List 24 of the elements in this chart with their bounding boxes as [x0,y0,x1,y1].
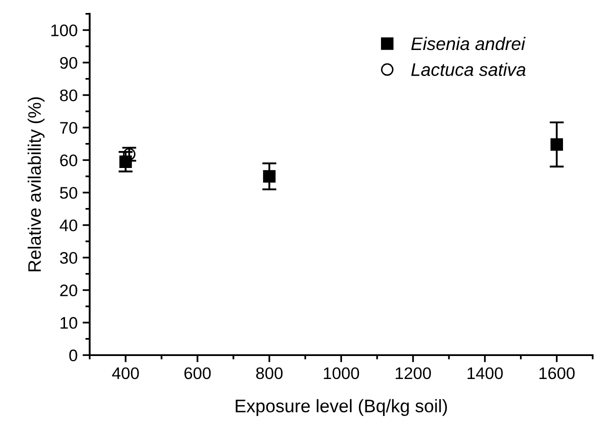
x-tick-label: 800 [256,367,283,380]
point [550,138,563,151]
legend-label: Eisenia andrei [411,36,526,50]
legend-label: Lactuca sativa [411,62,526,76]
y-tick-label: 90 [60,56,78,69]
x-tick-label: 1400 [468,367,503,380]
y-tick-label: 50 [60,186,78,199]
y-tick-label: 80 [60,89,78,102]
x-axis-title: Exposure level (Bq/kg soil) [236,399,447,416]
y-tick-label: 10 [60,317,78,329]
y-tick-label: 30 [60,252,78,264]
y-tick-label: 70 [60,122,78,134]
point [263,170,276,183]
x-tick-label: 1600 [539,367,575,380]
x-tick-label: 1000 [324,367,360,380]
y-tick-label: 20 [60,284,78,296]
y-tick-label: 0 [69,350,78,362]
y-tick-label: 100 [51,24,78,36]
y-tick-label: 60 [60,154,78,166]
x-tick-label: 400 [112,367,139,380]
x-tick-label: 600 [184,367,211,380]
y-axis-title: Relative avilability (%) [28,97,45,272]
x-tick-label: 1200 [396,367,431,380]
y-tick-label: 40 [60,219,78,232]
